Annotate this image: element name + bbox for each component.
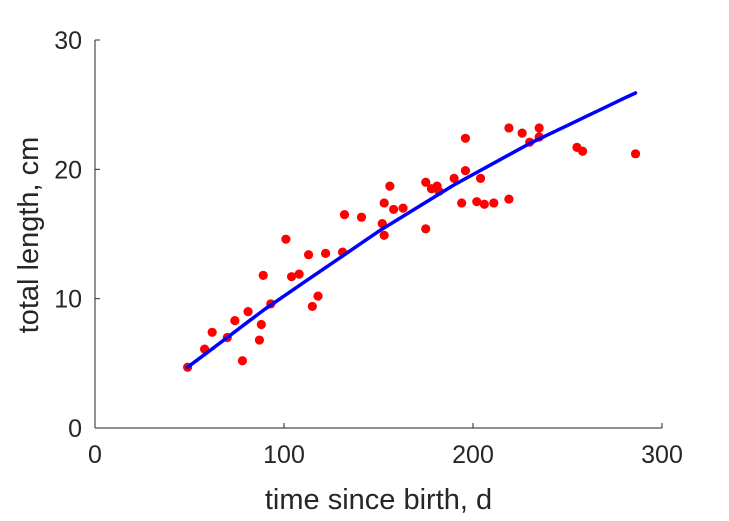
data-point	[385, 181, 395, 191]
data-point	[421, 177, 431, 187]
data-point	[320, 248, 331, 258]
fit-curve	[185, 91, 638, 369]
data-point	[303, 250, 314, 260]
x-axis-ticks: 0 100 200 300	[88, 423, 683, 469]
data-point	[457, 198, 467, 208]
data-point	[339, 210, 350, 220]
plot-area: 0 100 200 300 0 10 20 30	[54, 27, 683, 469]
y-tick-label: 30	[54, 27, 82, 55]
data-point	[294, 269, 304, 279]
data-point	[389, 204, 399, 215]
data-point	[489, 198, 499, 208]
data-point	[460, 166, 471, 176]
data-point	[307, 301, 317, 312]
data-point	[504, 194, 514, 204]
data-point	[578, 146, 588, 156]
data-point	[256, 319, 266, 330]
data-point	[281, 234, 291, 244]
y-axis-label: total length, cm	[13, 137, 45, 334]
y-tick-label: 10	[54, 286, 82, 314]
data-point	[517, 128, 527, 138]
data-point	[398, 203, 408, 213]
data-point	[630, 149, 641, 159]
y-axis-ticks: 0 10 20 30	[54, 27, 100, 443]
data-point	[356, 212, 367, 222]
data-point	[237, 356, 248, 366]
data-point	[286, 272, 297, 282]
x-axis-label: time since birth, d	[265, 484, 492, 516]
data-point	[379, 198, 389, 208]
data-point	[379, 230, 389, 240]
data-point	[243, 307, 253, 317]
data-point	[254, 335, 265, 345]
data-point	[421, 224, 431, 234]
data-point	[479, 199, 489, 209]
y-tick-label: 0	[68, 415, 82, 443]
data-point	[258, 270, 268, 280]
data-point	[230, 316, 240, 326]
data-point	[313, 291, 323, 301]
data-point	[504, 123, 514, 133]
data-point	[449, 173, 459, 183]
data-point	[475, 173, 486, 183]
data-point	[460, 133, 471, 143]
x-tick-label: 300	[641, 441, 683, 469]
y-tick-label: 20	[54, 156, 82, 184]
x-tick-label: 0	[88, 441, 102, 469]
data-point	[534, 123, 544, 133]
fit-curve-layer	[185, 91, 638, 369]
x-tick-label: 200	[452, 441, 494, 469]
data-point	[207, 327, 217, 337]
x-tick-label: 100	[263, 441, 305, 469]
data-point	[472, 197, 482, 207]
